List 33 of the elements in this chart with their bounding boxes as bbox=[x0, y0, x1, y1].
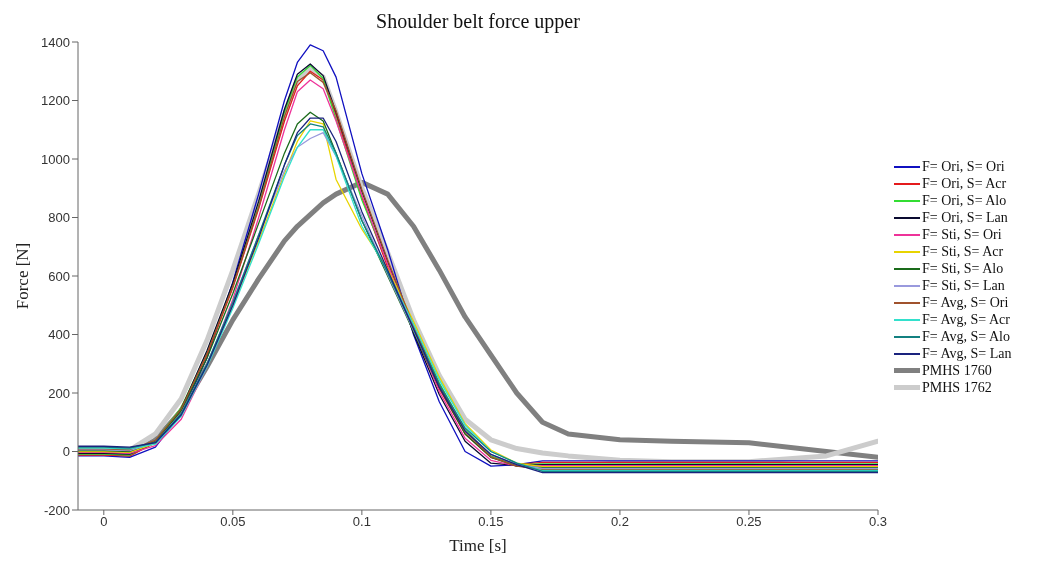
legend-label: F= Avg, S= Ori bbox=[922, 294, 1009, 311]
legend-label: F= Sti, S= Alo bbox=[922, 260, 1004, 277]
legend-label: F= Avg, S= Acr bbox=[922, 311, 1010, 328]
legend-label: PMHS 1762 bbox=[922, 379, 992, 396]
y-tick-label: 1400 bbox=[41, 34, 70, 50]
legend-label: F= Avg, S= Lan bbox=[922, 345, 1012, 362]
y-tick-label: 800 bbox=[48, 210, 70, 226]
legend-label: F= Ori, S= Ori bbox=[922, 158, 1005, 175]
legend-label: F= Ori, S= Acr bbox=[922, 175, 1007, 192]
x-tick-label: 0.25 bbox=[736, 514, 762, 530]
x-axis-title: Time [s] bbox=[449, 536, 507, 555]
y-tick-label: -200 bbox=[43, 502, 70, 518]
chart-title: Shoulder belt force upper bbox=[375, 10, 581, 33]
y-tick-label: 400 bbox=[48, 327, 70, 343]
x-tick-label: 0.3 bbox=[868, 514, 888, 530]
y-tick-label: 600 bbox=[48, 268, 70, 284]
x-tick-label: 0.15 bbox=[478, 514, 504, 530]
legend-label: F= Ori, S= Alo bbox=[922, 192, 1007, 209]
legend-label: PMHS 1760 bbox=[922, 362, 992, 379]
x-tick-label: 0.05 bbox=[220, 514, 246, 530]
y-tick-label: 0 bbox=[62, 444, 70, 460]
x-tick-label: 0.1 bbox=[352, 514, 371, 530]
y-tick-label: 1200 bbox=[41, 93, 70, 109]
legend-label: F= Sti, S= Ori bbox=[922, 226, 1002, 243]
y-axis-title: Force [N] bbox=[13, 242, 32, 310]
legend-label: F= Avg, S= Alo bbox=[922, 328, 1010, 345]
legend-label: F= Sti, S= Lan bbox=[922, 277, 1005, 294]
legend-label: F= Sti, S= Acr bbox=[922, 243, 1004, 260]
y-tick-label: 1000 bbox=[41, 151, 70, 167]
x-tick-label: 0.2 bbox=[610, 514, 629, 530]
x-tick-label: 0 bbox=[100, 514, 108, 530]
legend-label: F= Ori, S= Lan bbox=[922, 209, 1008, 226]
y-tick-label: 200 bbox=[48, 385, 70, 401]
